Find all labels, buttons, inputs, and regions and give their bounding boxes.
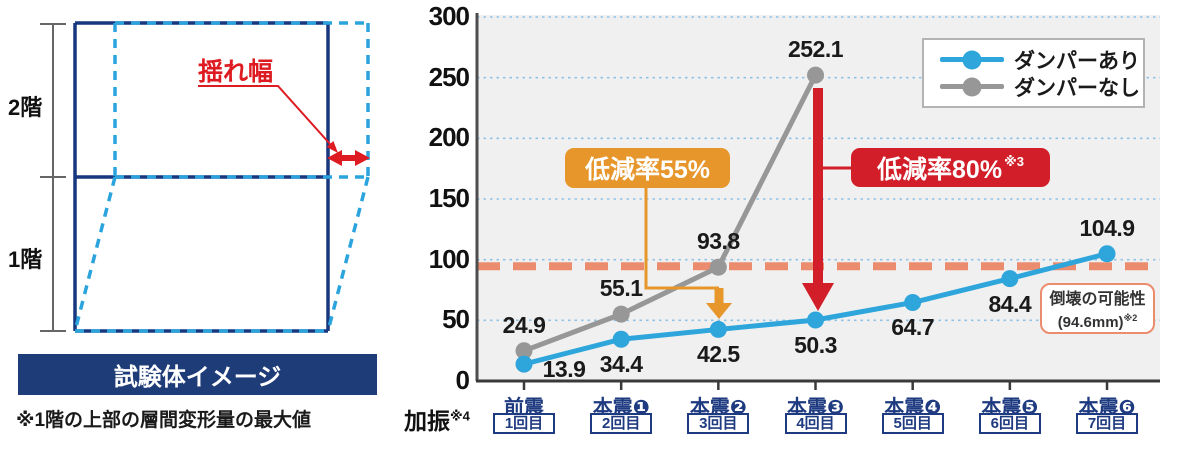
data-point-without-damper bbox=[612, 305, 630, 323]
data-point-with-damper bbox=[904, 293, 922, 311]
sway-callout-arrowhead bbox=[326, 141, 338, 153]
reduction-80-text: 低減率80% bbox=[877, 155, 1003, 184]
y-tick-label: 300 bbox=[428, 1, 470, 31]
reduction-55-text: 低減率55% bbox=[584, 156, 711, 184]
x-round-label: 7回目 bbox=[1076, 413, 1139, 434]
x-round-label: 2回目 bbox=[590, 413, 653, 434]
y-tick-label: 150 bbox=[428, 183, 470, 213]
collapse-note-line1: 倒壊の可能性 bbox=[1049, 291, 1146, 308]
collapse-note-line2: (94.6mm) bbox=[1057, 314, 1124, 331]
data-label-without-damper: 24.9 bbox=[502, 311, 546, 338]
x-round-label: 4回目 bbox=[784, 413, 847, 434]
data-point-with-damper bbox=[1098, 245, 1116, 263]
reduction-80-badge: 低減率80% ※3 bbox=[851, 148, 1050, 187]
legend-label: ダンパーあり bbox=[1014, 49, 1140, 73]
series-line-without-damper bbox=[523, 73, 818, 354]
floor-2-label: 2階 bbox=[8, 95, 43, 120]
data-point-without-damper bbox=[709, 258, 727, 276]
x-round-label: 1回目 bbox=[493, 413, 555, 434]
data-label-with-damper: 64.7 bbox=[891, 314, 935, 341]
specimen-banner: 試験体イメージ bbox=[18, 354, 377, 395]
data-label-with-damper: 104.9 bbox=[1079, 214, 1135, 241]
reduction-80-arrowhead bbox=[802, 283, 834, 311]
data-point-with-damper bbox=[807, 311, 825, 329]
x-axis-title: 加振※4 bbox=[404, 402, 470, 436]
sway-callout-line bbox=[198, 85, 331, 145]
reduction-80-footnote-mark: ※3 bbox=[1004, 153, 1024, 169]
data-point-without-damper bbox=[515, 342, 533, 360]
y-tick-label: 100 bbox=[428, 243, 470, 274]
legend-line-swatch bbox=[940, 50, 1004, 69]
data-label-without-damper: 93.8 bbox=[696, 228, 740, 255]
x-round-label: 3回目 bbox=[687, 413, 750, 434]
sway-arrow-right-head bbox=[355, 150, 370, 166]
reduction-55-connector bbox=[644, 188, 719, 290]
data-label-with-damper: 50.3 bbox=[794, 331, 837, 358]
y-tick-label: 200 bbox=[428, 122, 470, 153]
y-tick-label: 0 bbox=[455, 365, 470, 395]
reduction-55-arrowhead bbox=[706, 303, 732, 319]
chart-annotation-arrows bbox=[644, 88, 851, 319]
data-label-with-damper: 84.4 bbox=[988, 290, 1032, 317]
floor-1-label: 1階 bbox=[8, 247, 43, 272]
test-specimen-diagram bbox=[40, 21, 370, 333]
data-label-with-damper: 13.9 bbox=[542, 356, 586, 383]
data-point-with-damper bbox=[709, 320, 727, 338]
x-axis-title-text: 加振 bbox=[404, 408, 450, 434]
legend-item-with-damper: ダンパーあり bbox=[940, 49, 1143, 73]
x-axis-title-footnote-mark: ※4 bbox=[450, 408, 470, 424]
chart-legend: ダンパーあり ダンパーなし bbox=[922, 38, 1145, 108]
x-round-label: 6回目 bbox=[978, 413, 1041, 434]
legend-line-swatch bbox=[940, 77, 1004, 96]
collapse-possibility-note: 倒壊の可能性 (94.6mm)※2 bbox=[1040, 283, 1155, 334]
legend-marker-dot bbox=[962, 77, 982, 96]
height-measure-line bbox=[40, 23, 66, 332]
data-point-with-damper bbox=[515, 355, 533, 373]
legend-item-without-damper: ダンパーなし bbox=[940, 76, 1143, 100]
data-label-without-damper: 252.1 bbox=[787, 36, 844, 63]
data-label-without-damper: 55.1 bbox=[599, 275, 643, 302]
diagram-footnote: ※1階の上部の層間変形量の最大値 bbox=[16, 410, 312, 431]
data-label-with-damper: 34.4 bbox=[599, 351, 643, 378]
x-round-label: 5回目 bbox=[881, 413, 944, 434]
data-label-with-damper: 42.5 bbox=[696, 341, 740, 368]
collapse-note-footnote-mark: ※2 bbox=[1123, 313, 1138, 323]
y-tick-label: 50 bbox=[442, 304, 470, 335]
sway-width-label: 揺れ幅 bbox=[198, 58, 274, 86]
data-point-with-damper bbox=[612, 330, 630, 348]
sway-arrow-left-head bbox=[327, 150, 342, 166]
data-point-without-damper bbox=[807, 66, 825, 84]
data-point-with-damper bbox=[1001, 270, 1019, 288]
legend-label: ダンパーなし bbox=[1014, 76, 1140, 100]
reduction-55-badge: 低減率55% bbox=[565, 148, 730, 188]
legend-marker-dot bbox=[962, 50, 982, 69]
y-tick-label: 250 bbox=[428, 61, 470, 92]
